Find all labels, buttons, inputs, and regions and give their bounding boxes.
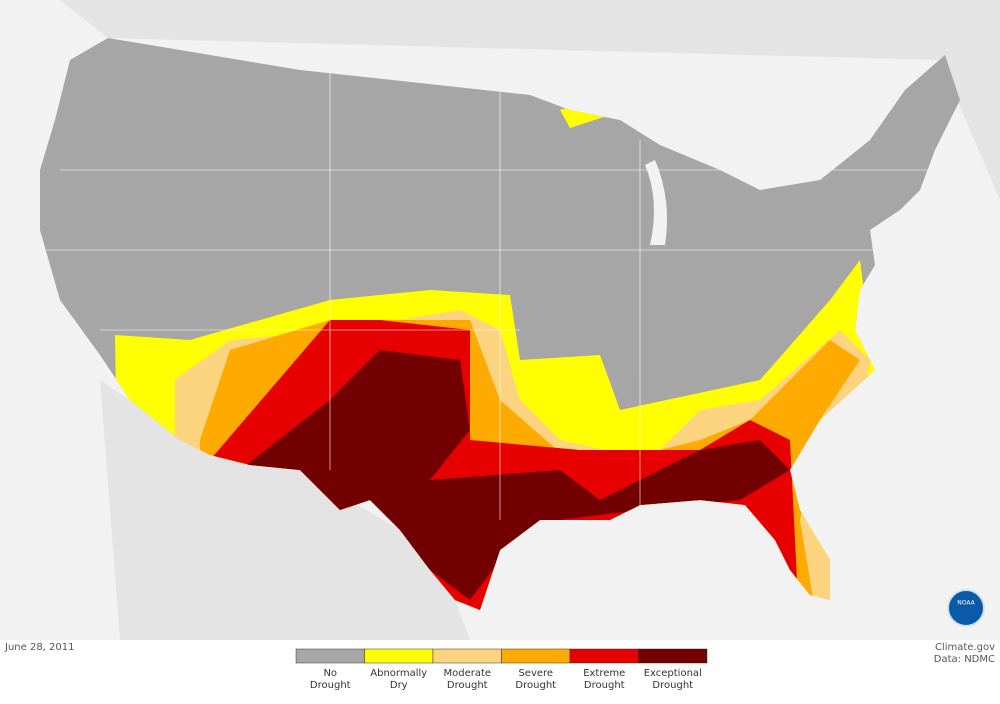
date: June 28, 2011 <box>4 642 75 653</box>
legend-label: Exceptional <box>644 668 702 679</box>
legend-label: Dry <box>390 680 408 691</box>
legend: NoDroughtAbnormallyDryModerateDroughtSev… <box>295 648 708 691</box>
legend-label: Drought <box>515 680 556 691</box>
logo <box>947 589 985 627</box>
canada <box>0 0 1000 200</box>
legend-swatch <box>364 648 434 664</box>
legend-label: Severe <box>518 668 553 679</box>
legend-swatch <box>501 648 571 664</box>
legend-swatch <box>295 648 365 664</box>
legend-label: No <box>323 668 337 679</box>
credit: Climate.gov <box>935 642 995 653</box>
credit: Data: NDMC <box>934 654 995 665</box>
legend-label: Moderate <box>443 668 491 679</box>
legend-swatch <box>638 648 708 664</box>
legend-label: Drought <box>652 680 693 691</box>
logo-text: NOAA <box>957 600 975 607</box>
legend-label: Drought <box>310 680 351 691</box>
state-borders <box>40 60 950 520</box>
legend-label: Drought <box>447 680 488 691</box>
lake-michigan <box>645 160 668 245</box>
legend-swatch <box>432 648 502 664</box>
legend-label: Abnormally <box>370 668 427 679</box>
legend-label: Extreme <box>583 668 625 679</box>
exceptional-drought-area <box>240 350 790 600</box>
legend-swatch <box>569 648 639 664</box>
legend-label: Drought <box>584 680 625 691</box>
